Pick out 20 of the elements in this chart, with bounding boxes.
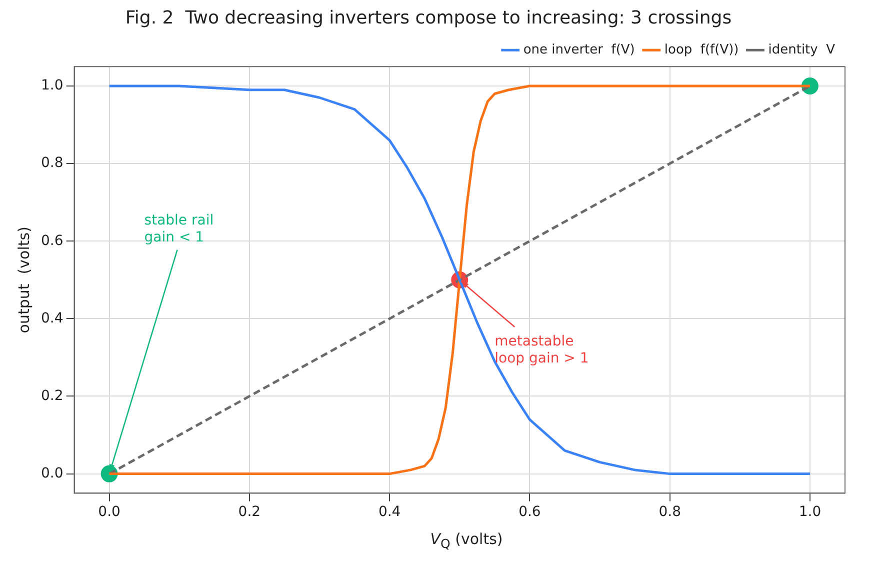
x-tick-label: 1.0	[798, 504, 822, 520]
y-axis-title: output (volts)	[14, 226, 33, 334]
chart-title: Fig. 2 Two decreasing inverters compose to increasing: 3 crossings	[125, 7, 732, 28]
x-tick-label: 0.6	[518, 504, 541, 520]
y-tick-label: 0.8	[41, 155, 64, 172]
y-tick-label: 0.4	[41, 310, 64, 326]
legend-label: one inverter f(V)	[523, 42, 635, 58]
legend-label: loop f(f(V))	[664, 42, 739, 58]
x-axis-title: V$_{Q}$ (volts)	[429, 530, 504, 551]
x-tick-label: 0.2	[238, 504, 261, 520]
x-tick-label: 0.4	[378, 504, 401, 520]
y-tick-label: 0.0	[41, 465, 64, 482]
annotation: metastable loop gain > 1	[494, 334, 589, 367]
annotation: stable rail gain < 1	[144, 212, 214, 246]
y-tick-label: 0.6	[41, 232, 64, 249]
y-tick-label: 0.2	[41, 388, 64, 404]
x-tick-label: 0.8	[658, 504, 681, 520]
x-tick-label: 0.0	[98, 504, 120, 520]
legend-label: identity V	[768, 42, 836, 58]
y-tick-label: 1.0	[41, 78, 64, 94]
